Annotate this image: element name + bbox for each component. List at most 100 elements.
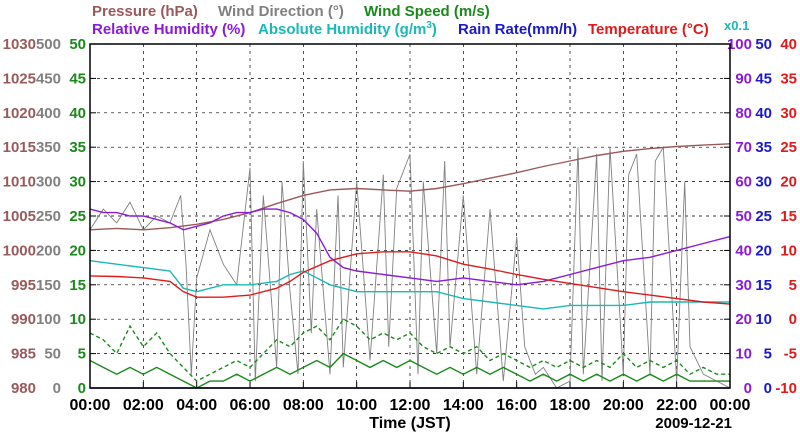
wind_speed-tick-label: 15 bbox=[69, 277, 86, 294]
abs-humidity-prefix: Absolute Humidity (g/m bbox=[258, 21, 426, 38]
x-tick-label: 18:00 bbox=[550, 397, 591, 414]
series-group bbox=[89, 143, 731, 389]
humidity-tick-label: 90 bbox=[735, 70, 752, 87]
wind_speed-tick-label: 10 bbox=[69, 311, 86, 328]
humidity-tick-label: 30 bbox=[735, 277, 752, 294]
pressure-tick-label: 980 bbox=[11, 380, 36, 397]
wind_dir-tick-label: 50 bbox=[44, 346, 61, 363]
wind_dir-tick-label: 0 bbox=[53, 380, 61, 397]
pressure-tick-label: 1015 bbox=[3, 139, 36, 156]
grid bbox=[90, 44, 730, 388]
x-tick-label: 16:00 bbox=[496, 397, 537, 414]
rain-tick-label: 0 bbox=[764, 380, 772, 397]
wind_speed-tick-label: 25 bbox=[69, 208, 86, 225]
temperature-tick-label: -5 bbox=[784, 346, 797, 363]
temperature-tick-label: 25 bbox=[780, 139, 797, 156]
axes: 00:00 02:00 04:00 06:00 08:00 10:00 12:00 14:00… bbox=[3, 36, 797, 414]
x-tick-label: 06:00 bbox=[230, 397, 271, 414]
title-absolute-humidity: Absolute Humidity (g/m3) bbox=[258, 20, 437, 38]
x-tick-label: 00:00 bbox=[710, 397, 751, 414]
title-pressure: Pressure (hPa) bbox=[92, 3, 198, 20]
series-pressure bbox=[89, 143, 731, 231]
rain-tick-label: 45 bbox=[755, 70, 772, 87]
wind_dir-tick-label: 350 bbox=[36, 139, 61, 156]
wind_speed-tick-label: 45 bbox=[69, 70, 86, 87]
title-wind-direction: Wind Direction (°) bbox=[218, 3, 344, 20]
wind_speed-tick-label: 40 bbox=[69, 105, 86, 122]
pressure-tick-label: 1020 bbox=[3, 105, 36, 122]
abs-humidity-sup: 3 bbox=[426, 20, 432, 31]
temperature-tick-label: 35 bbox=[780, 70, 797, 87]
wind_dir-tick-label: 450 bbox=[36, 70, 61, 87]
temperature-tick-label: 10 bbox=[780, 242, 797, 259]
title-wind-speed: Wind Speed (m/s) bbox=[364, 3, 490, 20]
rain-tick-label: 25 bbox=[755, 208, 772, 225]
pressure-tick-label: 1010 bbox=[3, 174, 36, 191]
title-rain-multiplier: x0.1 bbox=[724, 18, 749, 33]
wind_speed-tick-label: 5 bbox=[78, 346, 86, 363]
wind_dir-tick-label: 200 bbox=[36, 242, 61, 259]
wind_dir-tick-label: 400 bbox=[36, 105, 61, 122]
wind_dir-tick-label: 100 bbox=[36, 311, 61, 328]
humidity-tick-label: 10 bbox=[735, 346, 752, 363]
pressure-tick-label: 1025 bbox=[3, 70, 36, 87]
humidity-tick-label: 0 bbox=[744, 380, 752, 397]
title-rain-rate: Rain Rate(mm/h) bbox=[458, 21, 577, 38]
title-relative-humidity: Relative Humidity (%) bbox=[92, 21, 245, 38]
pressure-tick-label: 1000 bbox=[3, 242, 36, 259]
rain-tick-label: 15 bbox=[755, 277, 772, 294]
chart-date: 2009-12-21 bbox=[655, 415, 732, 432]
rain-tick-label: 5 bbox=[764, 346, 772, 363]
humidity-tick-label: 70 bbox=[735, 139, 752, 156]
wind_dir-tick-label: 150 bbox=[36, 277, 61, 294]
wind_speed-tick-label: 50 bbox=[69, 36, 86, 53]
wind_speed-tick-label: 0 bbox=[78, 380, 86, 397]
temperature-tick-label: 0 bbox=[789, 311, 797, 328]
x-tick-label: 02:00 bbox=[123, 397, 164, 414]
pressure-tick-label: 1030 bbox=[3, 36, 36, 53]
x-tick-label: 04:00 bbox=[176, 397, 217, 414]
x-tick-label: 12:00 bbox=[390, 397, 431, 414]
wind_dir-tick-label: 300 bbox=[36, 174, 61, 191]
series-wind-speed-gust bbox=[89, 318, 730, 382]
pressure-tick-label: 985 bbox=[11, 346, 36, 363]
temperature-tick-label: 30 bbox=[780, 105, 797, 122]
series-temperature bbox=[89, 251, 731, 305]
temperature-tick-label: 40 bbox=[780, 36, 797, 53]
x-tick-label: 14:00 bbox=[443, 397, 484, 414]
wind_dir-tick-label: 500 bbox=[36, 36, 61, 53]
title-temperature: Temperature (°C) bbox=[588, 21, 709, 38]
temperature-tick-label: 20 bbox=[780, 174, 797, 191]
humidity-tick-label: 100 bbox=[727, 36, 752, 53]
series-wind-direction bbox=[89, 145, 731, 389]
humidity-tick-label: 80 bbox=[735, 105, 752, 122]
temperature-tick-label: 15 bbox=[780, 208, 797, 225]
temperature-tick-label: 5 bbox=[789, 277, 797, 294]
abs-humidity-suffix: ) bbox=[432, 21, 437, 38]
humidity-tick-label: 50 bbox=[735, 208, 752, 225]
x-tick-label: 20:00 bbox=[603, 397, 644, 414]
rain-tick-label: 30 bbox=[755, 174, 772, 191]
x-tick-label: 00:00 bbox=[70, 397, 111, 414]
series-relative-humidity bbox=[89, 208, 731, 286]
x-tick-label: 10:00 bbox=[336, 397, 377, 414]
pressure-tick-label: 990 bbox=[11, 311, 36, 328]
temperature-tick-label: -10 bbox=[775, 380, 797, 397]
humidity-tick-label: 40 bbox=[735, 242, 752, 259]
rain-tick-label: 35 bbox=[755, 139, 772, 156]
wind_speed-tick-label: 35 bbox=[69, 139, 86, 156]
humidity-tick-label: 20 bbox=[735, 311, 752, 328]
wind_speed-tick-label: 20 bbox=[69, 242, 86, 259]
rain-tick-label: 10 bbox=[755, 311, 772, 328]
rain-tick-label: 40 bbox=[755, 105, 772, 122]
plot-frame bbox=[89, 43, 731, 389]
x-axis-label: Time (JST) bbox=[369, 415, 451, 432]
humidity-tick-label: 60 bbox=[735, 174, 752, 191]
rain-tick-label: 50 bbox=[755, 36, 772, 53]
series-absolute-humidity bbox=[89, 260, 730, 310]
pressure-tick-label: 995 bbox=[11, 277, 36, 294]
x-tick-label: 08:00 bbox=[283, 397, 324, 414]
pressure-tick-label: 1005 bbox=[3, 208, 36, 225]
